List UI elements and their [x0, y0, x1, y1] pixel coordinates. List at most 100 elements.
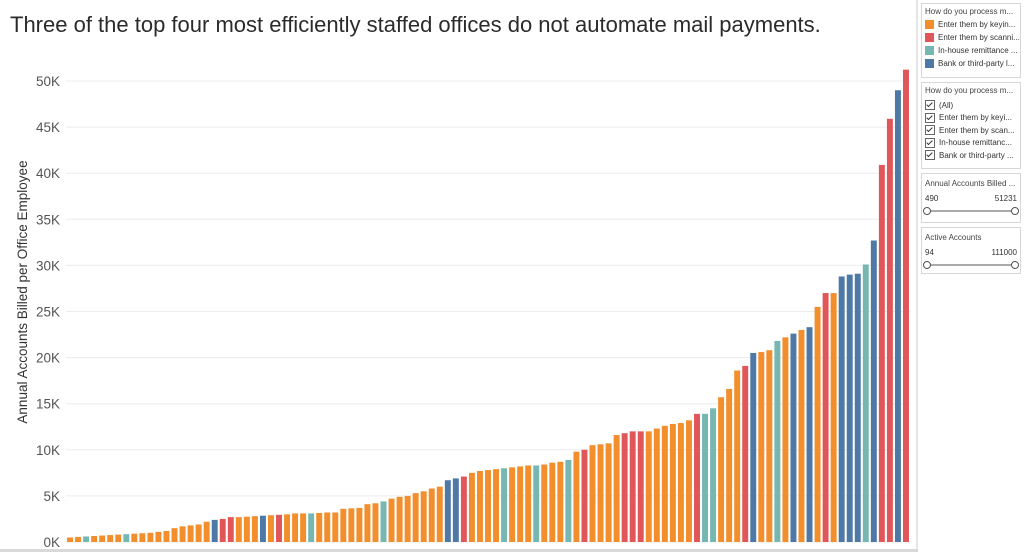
- bar[interactable]: [694, 413, 700, 542]
- bar[interactable]: [742, 365, 749, 542]
- bar[interactable]: [115, 534, 122, 542]
- bar[interactable]: [525, 465, 532, 542]
- bar[interactable]: [372, 503, 379, 542]
- legend-item-bank[interactable]: Bank or third-party l...: [922, 57, 1020, 70]
- bar[interactable]: [163, 530, 170, 542]
- bar[interactable]: [677, 423, 684, 542]
- bar[interactable]: [83, 536, 90, 542]
- filter-option-keying[interactable]: Enter them by keyi...: [922, 112, 1020, 125]
- slider-handle-high[interactable]: [1011, 207, 1019, 215]
- bar[interactable]: [452, 478, 459, 542]
- bar[interactable]: [99, 535, 106, 542]
- slider-track[interactable]: [927, 210, 1015, 212]
- bar[interactable]: [485, 470, 491, 542]
- bar[interactable]: [268, 515, 274, 542]
- bar[interactable]: [259, 515, 266, 542]
- bar[interactable]: [734, 370, 741, 542]
- bar[interactable]: [573, 451, 580, 542]
- bar[interactable]: [187, 525, 194, 542]
- bar[interactable]: [581, 449, 588, 542]
- bar[interactable]: [541, 464, 548, 542]
- bar[interactable]: [139, 533, 146, 542]
- bar[interactable]: [203, 521, 210, 542]
- bar[interactable]: [726, 388, 733, 542]
- bar[interactable]: [637, 431, 644, 542]
- bar[interactable]: [830, 293, 837, 542]
- filter-option-all[interactable]: (All): [922, 99, 1020, 112]
- slider-handle-low[interactable]: [923, 207, 931, 215]
- bar[interactable]: [67, 537, 73, 542]
- bar[interactable]: [91, 536, 98, 542]
- bar[interactable]: [131, 533, 138, 542]
- bar[interactable]: [517, 466, 524, 542]
- bar[interactable]: [790, 333, 797, 542]
- bar[interactable]: [886, 118, 893, 543]
- bar[interactable]: [557, 461, 564, 542]
- bar[interactable]: [155, 531, 162, 542]
- bar[interactable]: [308, 513, 315, 542]
- bar[interactable]: [171, 528, 178, 542]
- bottom-scrollbar[interactable]: [0, 549, 918, 552]
- bar[interactable]: [750, 352, 757, 542]
- checkbox-icon[interactable]: [925, 150, 935, 161]
- bar[interactable]: [420, 491, 427, 542]
- bar[interactable]: [814, 306, 821, 542]
- bar[interactable]: [774, 341, 781, 542]
- bar[interactable]: [509, 467, 516, 542]
- bar[interactable]: [211, 519, 218, 542]
- bar[interactable]: [404, 495, 411, 542]
- bar[interactable]: [332, 512, 339, 543]
- bar[interactable]: [235, 517, 242, 542]
- bar[interactable]: [645, 431, 652, 542]
- bar[interactable]: [565, 459, 572, 542]
- filter-option-scanning[interactable]: Enter them by scan...: [922, 124, 1020, 137]
- checkbox-icon[interactable]: [925, 125, 935, 136]
- bar[interactable]: [903, 69, 909, 543]
- bar[interactable]: [878, 164, 885, 542]
- bar[interactable]: [340, 508, 347, 542]
- bar[interactable]: [444, 480, 451, 542]
- bar[interactable]: [476, 471, 483, 542]
- slider-handle-low[interactable]: [923, 261, 931, 269]
- legend-item-keying[interactable]: Enter them by keyin...: [922, 18, 1020, 31]
- bar[interactable]: [710, 408, 717, 542]
- bar[interactable]: [685, 420, 692, 542]
- bar[interactable]: [758, 352, 765, 542]
- bar[interactable]: [219, 518, 226, 542]
- bar[interactable]: [348, 508, 355, 542]
- bar[interactable]: [669, 423, 676, 542]
- legend-item-remittance[interactable]: In-house remittance ...: [922, 44, 1020, 57]
- slider-handle-high[interactable]: [1011, 261, 1019, 269]
- bar[interactable]: [356, 507, 363, 542]
- bar[interactable]: [276, 514, 282, 542]
- bar[interactable]: [846, 274, 853, 542]
- bar[interactable]: [292, 513, 299, 542]
- bar[interactable]: [870, 240, 877, 542]
- bar[interactable]: [501, 468, 508, 542]
- bar[interactable]: [436, 486, 443, 542]
- bar[interactable]: [589, 445, 596, 542]
- slider-track[interactable]: [927, 264, 1015, 266]
- bar[interactable]: [195, 524, 202, 542]
- bar[interactable]: [316, 512, 323, 542]
- bar[interactable]: [251, 516, 258, 542]
- bar[interactable]: [284, 514, 291, 542]
- bar[interactable]: [428, 488, 435, 542]
- bar[interactable]: [822, 293, 829, 542]
- bar[interactable]: [460, 476, 467, 542]
- checkbox-icon[interactable]: [925, 112, 935, 123]
- bar[interactable]: [629, 431, 636, 542]
- bar[interactable]: [396, 496, 403, 542]
- bar[interactable]: [468, 472, 475, 542]
- bar[interactable]: [533, 465, 540, 542]
- bar[interactable]: [782, 337, 789, 542]
- bar[interactable]: [862, 264, 869, 542]
- bar[interactable]: [597, 444, 604, 542]
- bar[interactable]: [838, 276, 845, 542]
- bar[interactable]: [227, 517, 234, 542]
- bar[interactable]: [653, 428, 660, 542]
- legend-item-scanning[interactable]: Enter them by scanni...: [922, 31, 1020, 44]
- filter-option-remittance[interactable]: In-house remittanc...: [922, 137, 1020, 150]
- bar[interactable]: [412, 493, 419, 542]
- bar[interactable]: [364, 504, 371, 542]
